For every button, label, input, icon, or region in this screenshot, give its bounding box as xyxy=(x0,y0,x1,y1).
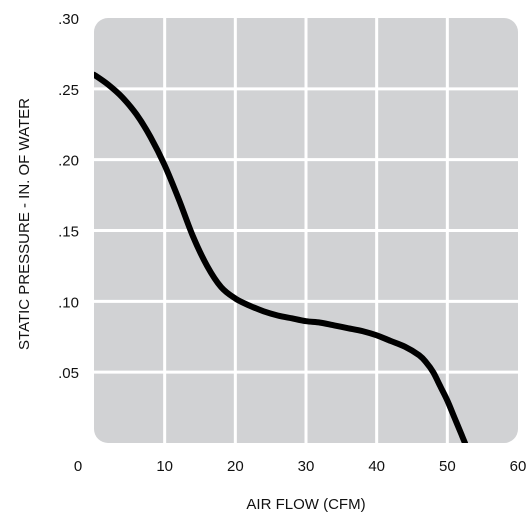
y-tick-label: .20 xyxy=(58,153,79,170)
x-tick-label: 0 xyxy=(74,458,82,475)
x-tick-label: 10 xyxy=(156,458,173,475)
y-tick-label: .30 xyxy=(58,11,79,28)
y-tick-labels: .05 .10 .15 .20 .25 .30 xyxy=(58,11,79,382)
series-line xyxy=(94,71,468,443)
x-tick-label: 60 xyxy=(510,458,527,475)
y-tick-label: .25 xyxy=(58,82,79,99)
x-tick-labels: 0 10 20 30 40 50 60 xyxy=(74,458,527,475)
x-tick-label: 20 xyxy=(227,458,244,475)
y-tick-label: .10 xyxy=(58,294,79,311)
x-axis-label: AIR FLOW (CFM) xyxy=(246,496,365,513)
y-tick-label: .05 xyxy=(58,365,79,382)
y-axis-label: STATIC PRESSURE - IN. OF WATER xyxy=(16,98,33,350)
x-tick-label: 30 xyxy=(298,458,315,475)
x-tick-label: 50 xyxy=(439,458,456,475)
y-tick-label: .15 xyxy=(58,224,79,241)
x-tick-label: 40 xyxy=(368,458,385,475)
